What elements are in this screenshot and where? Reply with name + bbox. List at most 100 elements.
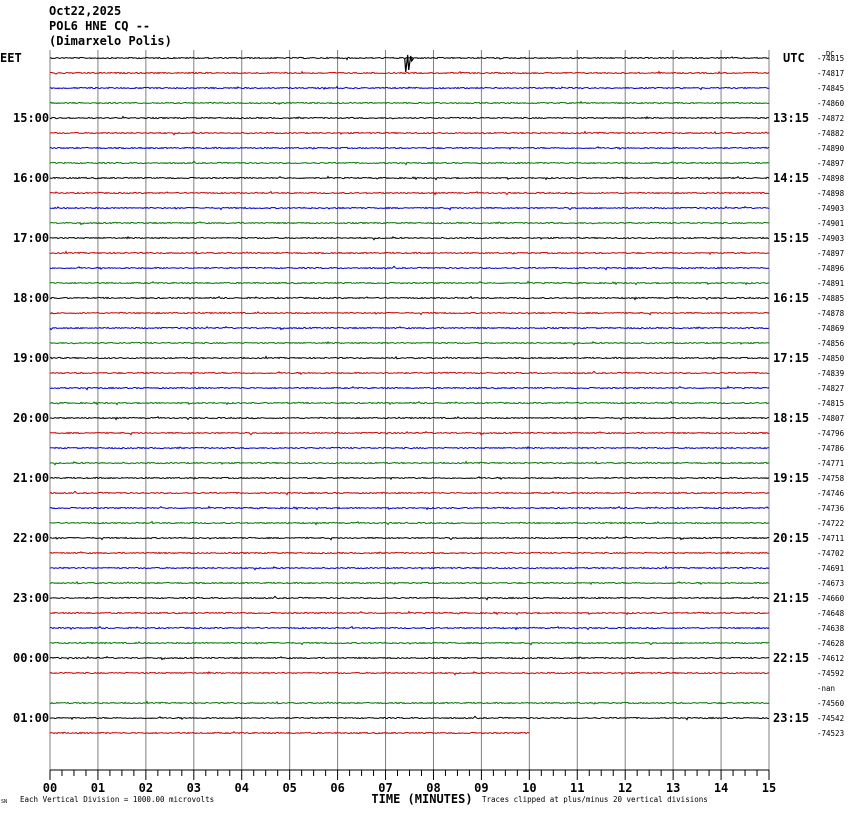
dc-offset-label: -74786 [817,444,845,453]
dc-offset-label: -74758 [817,474,845,483]
seismic-trace [49,520,770,526]
x-tick-label: 05 [282,781,296,795]
x-tick-label: 10 [522,781,536,795]
seismic-trace [49,700,770,705]
dc-offset-label: -74815 [817,54,844,63]
dc-offset-label: -74628 [817,639,845,648]
right-hour-label: 20:15 [773,531,809,545]
left-hour-label: 19:00 [13,351,49,365]
right-hour-label: 15:15 [773,231,809,245]
seismic-trace [49,490,770,496]
minute-grid [49,50,770,770]
seismic-trace [49,730,530,735]
seismic-trace [50,460,770,466]
dc-offset-label: -74691 [817,564,844,573]
event-spike [404,54,415,73]
seismic-trace [49,641,769,646]
x-tick-label: 04 [235,781,249,795]
dc-offset-label: -74860 [817,99,845,108]
dc-offset-label: -74612 [817,654,844,663]
dc-offset-label: -74896 [817,264,845,273]
x-tick-label: 12 [618,781,632,795]
seismic-trace [49,595,769,601]
dc-offset-label: -74882 [817,129,844,138]
x-tick-label: 08 [426,781,440,795]
left-hour-label: 17:00 [13,231,49,245]
left-hour-label: 15:00 [13,111,49,125]
x-axis-title: TIME (MINUTES) [371,792,472,806]
right-hour-label: 18:15 [773,411,809,425]
dc-offset-label: -74807 [817,414,844,423]
left-hour-label: 21:00 [13,471,49,485]
seismic-trace [50,415,770,421]
dc-offset-label: -74673 [817,579,844,588]
seismic-trace [49,505,770,511]
right-hour-label: 23:15 [773,711,809,725]
right-hour-label: 13:15 [773,111,809,125]
seismic-trace [49,325,770,331]
seismic-trace [49,265,769,271]
axis-labels: 00 01 02 03 04 05 06 07 08 09 10 11 12 13 14 15 EET UTC DC… [0,50,845,806]
seismic-trace [49,85,770,91]
dc-offset-label: -74850 [817,354,845,363]
seismic-trace [49,535,770,541]
dc-offset-label: -nan [817,684,835,693]
seismic-trace [49,235,769,241]
seismic-trace [49,340,770,346]
dc-offset-label: -74901 [817,219,844,228]
dc-offset-label: -74560 [817,699,845,708]
left-hour-label: 01:00 [13,711,49,725]
dc-offset-label: -74891 [817,279,844,288]
plot-date: Oct22,2025 [49,4,122,18]
dc-offset-label: -74856 [817,339,845,348]
trace-group [49,54,770,735]
seismic-trace [49,430,770,436]
dc-offset-label: -74878 [817,309,845,318]
dc-offset-label: -74869 [817,324,844,333]
seismic-trace [49,160,770,166]
dc-offset-label: -74827 [817,384,844,393]
dc-offset-label: -74592 [817,669,844,678]
seismic-trace [49,370,770,376]
x-tick-label: 07 [378,781,392,795]
seismic-trace [49,550,770,555]
station-code: POL6 HNE CQ -- [49,19,151,33]
dc-offset-label: -74660 [817,594,845,603]
x-tick-label: 14 [714,781,728,795]
time-axis [49,769,770,780]
seismic-trace [49,670,769,676]
seismic-trace [49,280,769,286]
seismic-trace [49,190,770,196]
seismic-trace [49,400,770,406]
seismic-trace [49,100,770,106]
seismic-trace [49,146,770,151]
dc-offset-label: -74796 [817,429,845,438]
x-tick-label: 02 [139,781,153,795]
seismic-trace [49,355,770,360]
station-location: (Dimarxelo Polis) [49,34,172,48]
left-hour-label: 16:00 [13,171,49,185]
right-hour-label: 17:15 [773,351,809,365]
dc-offset-label: -74746 [817,489,845,498]
seismic-trace [49,130,770,136]
x-tick-label: 15 [762,781,776,795]
right-hour-label: 16:15 [773,291,809,305]
dc-offset-label: -74702 [817,549,844,558]
seismic-trace [49,70,770,75]
left-hour-label: 22:00 [13,531,49,545]
x-tick-label: 03 [187,781,201,795]
dc-offset-label: -74771 [817,459,844,468]
dc-offset-label: -74722 [817,519,844,528]
seismic-trace [49,56,770,61]
seismic-trace [49,715,769,721]
x-tick-label: 11 [570,781,584,795]
dc-offset-label: -74872 [817,114,844,123]
seismic-trace [49,385,770,391]
footer-vertical-division: Each Vertical Division = 1000.00 microvo… [20,795,214,804]
left-hour-label: 23:00 [13,591,49,605]
x-tick-label: 01 [91,781,105,795]
seismic-trace [49,445,770,450]
dc-offset-label: -74736 [817,504,845,513]
seismic-trace [49,655,770,661]
